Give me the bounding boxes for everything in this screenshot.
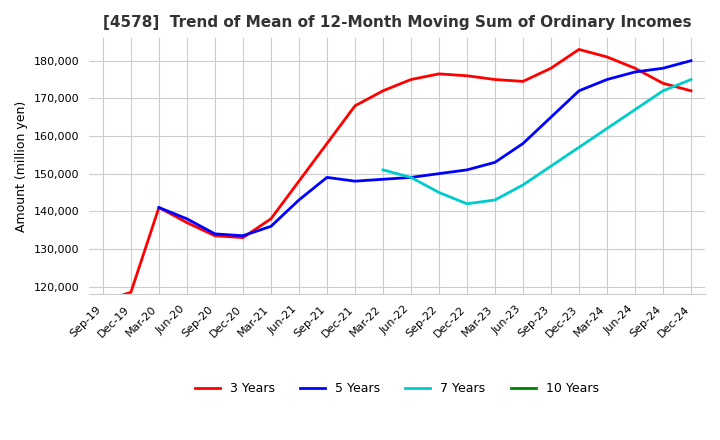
5 Years — [603, 77, 611, 82]
3 Years — [127, 290, 135, 295]
5 Years — [659, 66, 667, 71]
3 Years — [379, 88, 387, 93]
Title: [4578]  Trend of Mean of 12-Month Moving Sum of Ordinary Incomes: [4578] Trend of Mean of 12-Month Moving … — [103, 15, 691, 30]
3 Years — [183, 220, 192, 225]
3 Years — [575, 47, 583, 52]
7 Years — [518, 182, 527, 187]
3 Years — [323, 141, 331, 146]
3 Years — [518, 79, 527, 84]
7 Years — [687, 77, 696, 82]
5 Years — [155, 205, 163, 210]
7 Years — [631, 107, 639, 112]
3 Years — [351, 103, 359, 109]
7 Years — [435, 190, 444, 195]
5 Years — [211, 231, 220, 237]
5 Years — [183, 216, 192, 221]
7 Years — [407, 175, 415, 180]
7 Years — [379, 167, 387, 172]
7 Years — [463, 201, 472, 206]
3 Years — [463, 73, 472, 78]
3 Years — [238, 235, 247, 240]
3 Years — [490, 77, 499, 82]
Line: 3 Years: 3 Years — [103, 49, 691, 302]
5 Years — [631, 70, 639, 75]
7 Years — [575, 145, 583, 150]
3 Years — [155, 205, 163, 210]
3 Years — [546, 66, 555, 71]
Legend: 3 Years, 5 Years, 7 Years, 10 Years: 3 Years, 5 Years, 7 Years, 10 Years — [190, 377, 603, 400]
5 Years — [435, 171, 444, 176]
Line: 5 Years: 5 Years — [159, 61, 691, 236]
7 Years — [659, 88, 667, 93]
3 Years — [294, 179, 303, 184]
5 Years — [546, 114, 555, 120]
3 Years — [659, 81, 667, 86]
3 Years — [631, 66, 639, 71]
3 Years — [211, 233, 220, 238]
7 Years — [546, 164, 555, 169]
5 Years — [294, 198, 303, 203]
3 Years — [407, 77, 415, 82]
5 Years — [687, 58, 696, 63]
3 Years — [266, 216, 275, 221]
5 Years — [266, 224, 275, 229]
5 Years — [323, 175, 331, 180]
7 Years — [490, 198, 499, 203]
5 Years — [463, 167, 472, 172]
5 Years — [351, 179, 359, 184]
3 Years — [99, 299, 107, 304]
5 Years — [407, 175, 415, 180]
3 Years — [687, 88, 696, 93]
3 Years — [435, 71, 444, 77]
5 Years — [379, 176, 387, 182]
3 Years — [603, 54, 611, 59]
5 Years — [575, 88, 583, 93]
7 Years — [603, 126, 611, 131]
Line: 7 Years: 7 Years — [383, 80, 691, 204]
5 Years — [238, 233, 247, 238]
5 Years — [490, 160, 499, 165]
5 Years — [518, 141, 527, 146]
Y-axis label: Amount (million yen): Amount (million yen) — [15, 100, 28, 232]
